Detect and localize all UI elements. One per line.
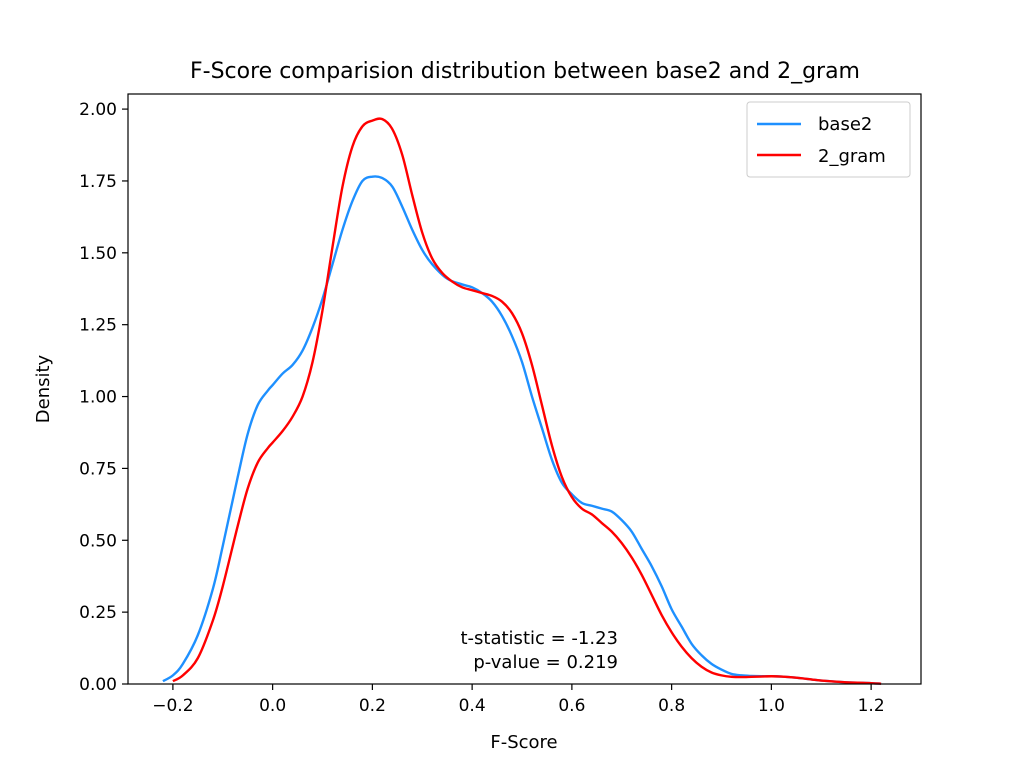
x-tick-label: 0.0 [259,696,286,716]
x-axis-label: F-Score [490,732,557,753]
legend-box [746,101,911,178]
y-axis-label: Density [33,354,54,423]
series-line-base2 [162,175,882,685]
x-tick-label: −0.2 [152,696,193,716]
plot-area [127,93,922,685]
y-tick-label: 1.00 [79,388,117,408]
x-tick-label: 0.8 [658,696,685,716]
y-tick-label: 0.25 [79,603,117,623]
series-layer [162,117,882,685]
x-tick-label: 0.4 [459,696,486,716]
annotation-p-value: p-value = 0.219 [473,652,618,673]
y-tick-label: 0.75 [79,459,117,479]
annotation-t-statistic: t-statistic = -1.23 [460,628,618,649]
legend-label-base2: base2 [818,114,872,135]
y-tick-label: 2.00 [79,100,117,120]
y-tick-label: 1.75 [79,172,117,192]
legend-label-2-gram: 2_gram [818,146,886,167]
y-axis: 0.00 0.25 0.50 0.75 1.00 1.25 1.50 1.75 2.00 [79,100,128,695]
x-tick-label: 1.2 [858,696,885,716]
series-line-2-gram [172,117,882,685]
y-tick-label: 1.25 [79,316,117,336]
plot-frame [127,93,922,685]
legend: base2 2_gram [746,101,911,178]
x-tick-label: 0.2 [359,696,386,716]
y-tick-label: 0.00 [79,675,117,695]
y-tick-label: 1.50 [79,244,117,264]
x-tick-label: 1.0 [758,696,785,716]
y-tick-label: 0.50 [79,531,117,551]
x-axis: −0.2 0.0 0.2 0.4 0.6 0.8 1.0 1.2 [152,684,885,716]
chart-title: F-Score comparision distribution between… [190,59,860,84]
x-tick-label: 0.6 [558,696,585,716]
